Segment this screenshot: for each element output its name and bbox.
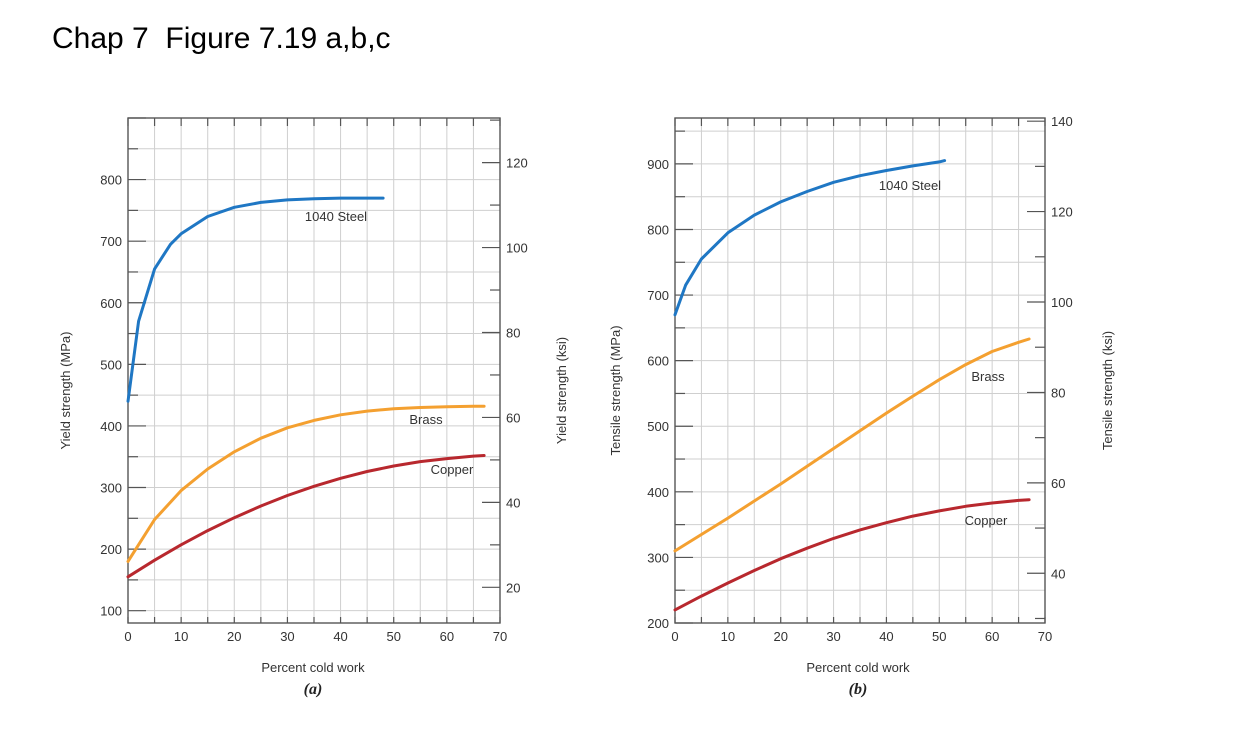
panel-label: (b) xyxy=(849,681,868,698)
x-tick-label: 30 xyxy=(280,629,294,644)
y-right-tick-label: 20 xyxy=(506,580,520,595)
series-label-1040-steel: 1040 Steel xyxy=(879,178,941,193)
y-tick-label: 900 xyxy=(647,157,669,172)
x-tick-label: 30 xyxy=(826,629,840,644)
x-tick-label: 40 xyxy=(333,629,347,644)
series-line-copper xyxy=(673,498,1031,612)
series-line-brass xyxy=(673,337,1031,553)
y-tick-label: 400 xyxy=(647,485,669,500)
y-right-tick-label: 80 xyxy=(506,325,520,340)
x-tick-label: 70 xyxy=(493,629,507,644)
x-tick-label: 0 xyxy=(671,629,678,644)
y-right-tick-label: 120 xyxy=(506,156,528,171)
y-tick-label: 600 xyxy=(647,354,669,369)
y-right-axis-title: Yield strength (ksi) xyxy=(554,337,569,444)
series-line-copper xyxy=(126,454,486,579)
y-tick-label: 200 xyxy=(100,542,122,557)
chart-panel-b: 0 10 20 30 40 50 60 70 200 300 400 500 600 700 800 900 4… xyxy=(608,114,1115,698)
y-right-tick-label: 60 xyxy=(1051,476,1065,491)
y-tick-label: 200 xyxy=(647,616,669,631)
series-label-copper: Copper xyxy=(965,513,1008,528)
x-tick-label: 10 xyxy=(721,629,735,644)
plot-frame xyxy=(127,117,501,624)
x-tick-label: 10 xyxy=(174,629,188,644)
chart-panel-a: 0 10 20 30 40 50 60 70 100 200 300 400 500 600 700 800 2… xyxy=(58,117,569,698)
y-tick-label: 500 xyxy=(647,419,669,434)
series-line-1040-steel xyxy=(126,196,385,403)
series-label-brass: Brass xyxy=(971,369,1005,384)
x-tick-label: 0 xyxy=(124,629,131,644)
y-tick-label: 800 xyxy=(647,222,669,237)
series-label-copper: Copper xyxy=(431,462,474,477)
y-right-tick-label: 60 xyxy=(506,410,520,425)
y-tick-label: 400 xyxy=(100,419,122,434)
x-tick-label: 50 xyxy=(932,629,946,644)
y-tick-label: 700 xyxy=(647,288,669,303)
series-line-1040-steel xyxy=(673,159,947,317)
y-axis-title: Yield strength (MPa) xyxy=(58,331,73,449)
x-axis-title: Percent cold work xyxy=(806,660,910,675)
y-right-tick-label: 40 xyxy=(506,495,520,510)
x-tick-label: 70 xyxy=(1038,629,1052,644)
y-right-tick-label: 100 xyxy=(506,241,528,256)
x-tick-label: 60 xyxy=(440,629,454,644)
x-tick-label: 20 xyxy=(227,629,241,644)
y-tick-label: 100 xyxy=(100,604,122,619)
x-axis-title: Percent cold work xyxy=(261,660,365,675)
x-tick-label: 50 xyxy=(386,629,400,644)
y-right-tick-label: 140 xyxy=(1051,114,1073,129)
y-tick-label: 300 xyxy=(100,481,122,496)
y-right-axis-title: Tensile strength (ksi) xyxy=(1100,331,1115,450)
y-right-tick-label: 80 xyxy=(1051,385,1065,400)
y-right-tick-label: 100 xyxy=(1051,295,1073,310)
series-line-brass xyxy=(126,404,486,563)
y-tick-label: 300 xyxy=(647,550,669,565)
x-tick-label: 20 xyxy=(773,629,787,644)
y-tick-label: 700 xyxy=(100,234,122,249)
y-right-tick-label: 120 xyxy=(1051,205,1073,220)
y-axis-title: Tensile strength (MPa) xyxy=(608,325,623,455)
y-tick-label: 500 xyxy=(100,357,122,372)
x-tick-label: 60 xyxy=(985,629,999,644)
panel-label: (a) xyxy=(304,681,323,698)
slide-title: Chap 7 Figure 7.19 a,b,c xyxy=(52,22,391,55)
y-tick-label: 600 xyxy=(100,296,122,311)
x-tick-label: 40 xyxy=(879,629,893,644)
y-tick-label: 800 xyxy=(100,173,122,188)
plot-frame xyxy=(674,117,1046,624)
y-right-tick-label: 40 xyxy=(1051,566,1065,581)
series-label-1040-steel: 1040 Steel xyxy=(305,209,367,224)
series-label-brass: Brass xyxy=(409,412,443,427)
